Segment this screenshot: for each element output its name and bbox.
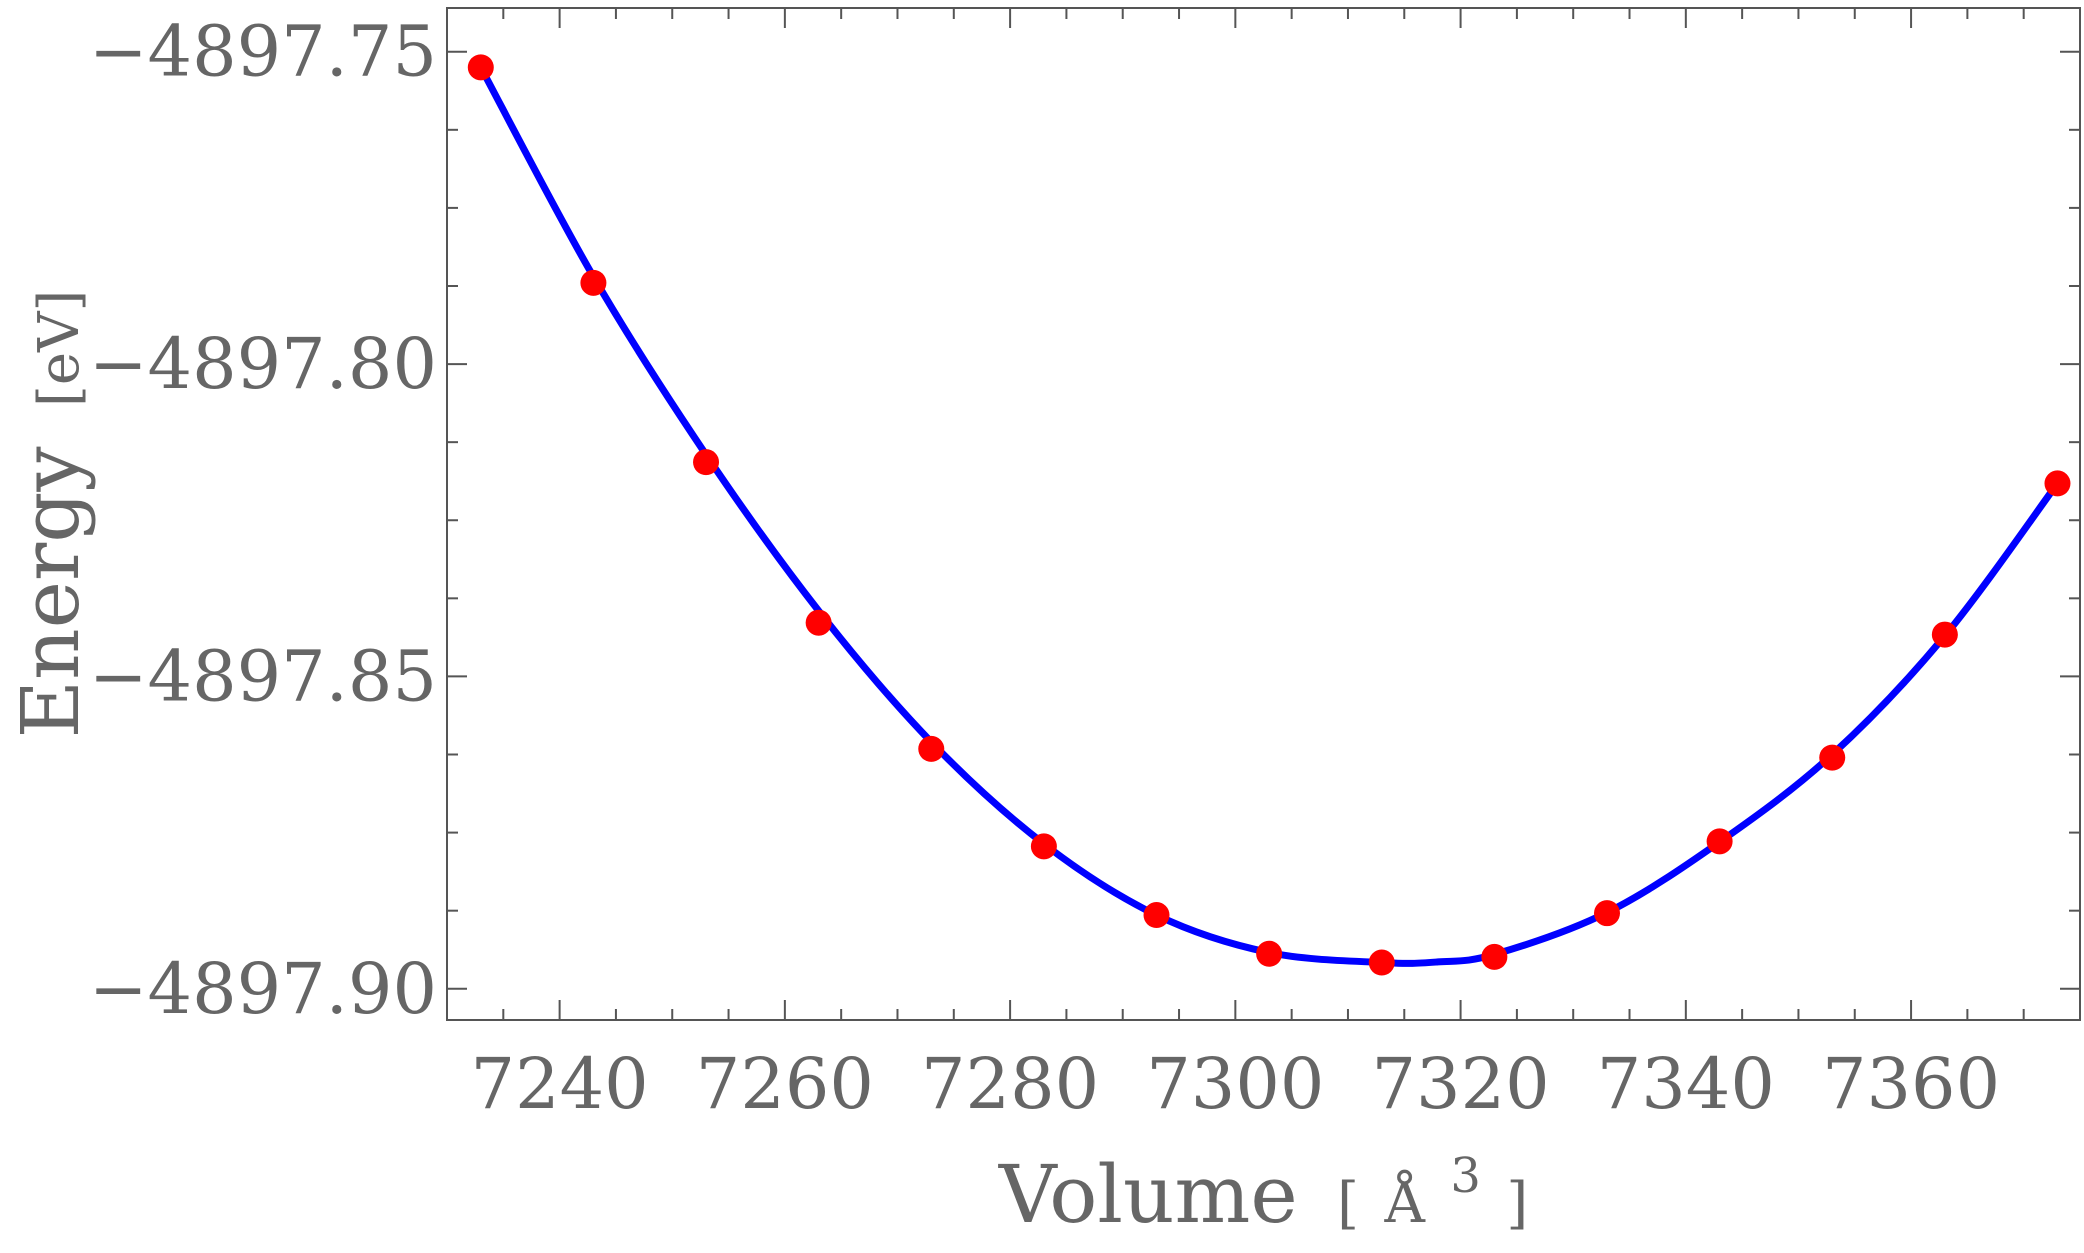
y-tick-label: −4897.80 — [89, 323, 437, 405]
y-axis-unit: [eV] — [27, 290, 92, 407]
marks-layer — [467, 54, 2071, 976]
x-axis-unit-open: [ — [1337, 1171, 1359, 1236]
y-axis-title: Energy [eV] — [4, 290, 97, 739]
data-point — [805, 609, 832, 636]
data-point — [1143, 902, 1170, 929]
x-axis-title-text: Volume — [998, 1148, 1298, 1241]
y-tick-label: −4897.85 — [89, 635, 437, 717]
x-axis-title: Volume [ Å 3 ] — [998, 1118, 1528, 1241]
x-tick-label: 7260 — [696, 1043, 874, 1125]
y-axis-title-text: Energy — [4, 446, 97, 738]
x-tick-label: 7340 — [1597, 1043, 1775, 1125]
data-point — [467, 54, 494, 81]
axes-layer: 7240 7260 7280 7300 7320 7340 7360 −4897.75 −489… — [89, 7, 2081, 1125]
data-point — [580, 269, 607, 296]
x-tick-label: 7360 — [1822, 1043, 2000, 1125]
x-axis-unit: Å — [1383, 1169, 1425, 1236]
x-axis-unit-close: ] — [1506, 1171, 1528, 1236]
data-point — [1593, 900, 1620, 927]
data-point — [1819, 744, 1846, 771]
x-tick-label: 7300 — [1146, 1043, 1324, 1125]
data-point — [918, 735, 945, 762]
data-point — [1368, 949, 1395, 976]
x-tick-label: 7320 — [1372, 1043, 1550, 1125]
data-point — [1481, 943, 1508, 970]
data-point — [1706, 828, 1733, 855]
data-point — [2044, 470, 2071, 497]
labels-layer: Volume [ Å 3 ] Energy [eV] — [4, 290, 1528, 1241]
data-point — [1256, 940, 1283, 967]
x-tick-label: 7240 — [471, 1043, 649, 1125]
data-point — [693, 449, 720, 476]
x-tick-label: 7280 — [921, 1043, 1099, 1125]
y-tick-label: −4897.75 — [89, 11, 437, 93]
fit-curve-line — [477, 63, 2061, 967]
data-point — [1030, 833, 1057, 860]
data-point — [1931, 621, 1958, 648]
y-tick-label: −4897.90 — [89, 948, 437, 1030]
x-axis-unit-superscript: 3 — [1450, 1148, 1481, 1204]
plot-frame — [446, 7, 2081, 1021]
